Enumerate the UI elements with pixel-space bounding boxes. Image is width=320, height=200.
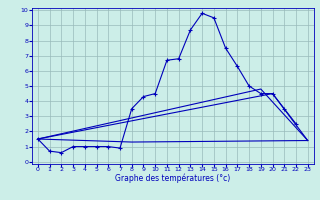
X-axis label: Graphe des températures (°c): Graphe des températures (°c): [115, 174, 230, 183]
